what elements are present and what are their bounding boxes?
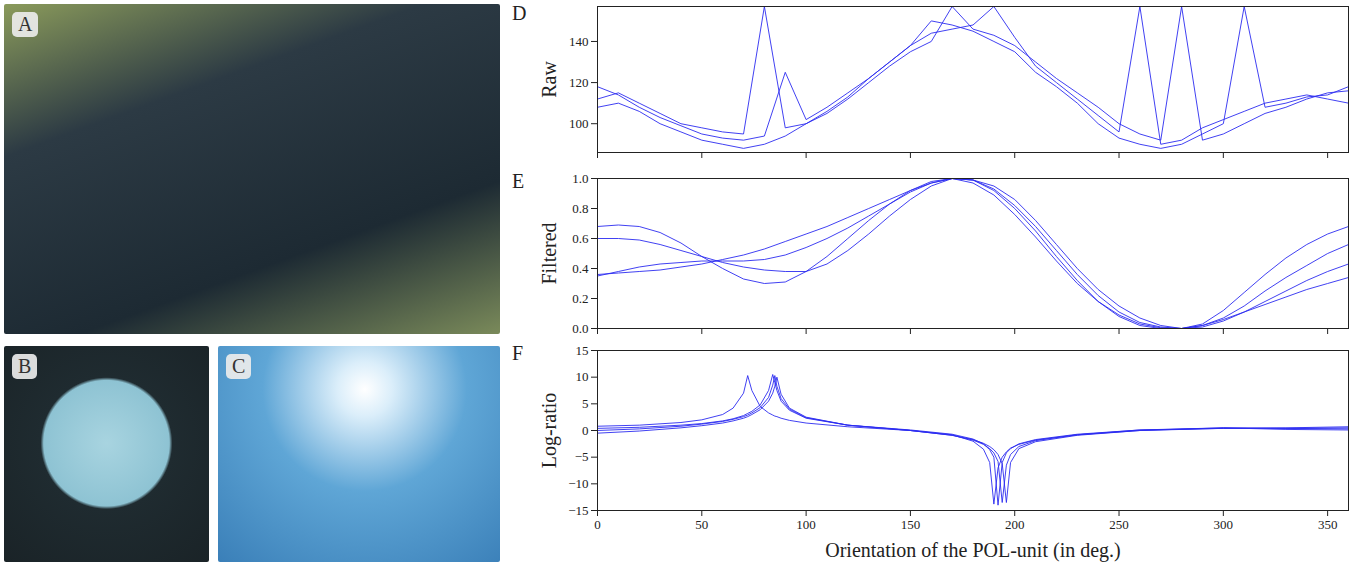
svg-text:−10: −10	[568, 476, 588, 491]
svg-text:−15: −15	[568, 503, 588, 518]
html-text:F: F	[512, 342, 524, 364]
svg-text:120: 120	[569, 75, 589, 90]
svg-text:0.6: 0.6	[572, 231, 589, 246]
svg-text:200: 200	[1005, 517, 1024, 532]
html-text:C: C	[232, 355, 246, 377]
html-text:A: A	[18, 13, 33, 35]
svg-text:250: 250	[1109, 517, 1129, 532]
svg-text:140: 140	[569, 34, 589, 49]
svg-text:Log-ratio: Log-ratio	[538, 393, 561, 469]
svg-text:5: 5	[582, 396, 589, 411]
html-text:E: E	[512, 170, 525, 192]
html-text:D: D	[512, 2, 527, 24]
svg-text:100: 100	[569, 116, 589, 131]
svg-text:−5: −5	[575, 449, 589, 464]
svg-text:350: 350	[1318, 517, 1338, 532]
svg-text:Raw: Raw	[538, 61, 560, 98]
svg-text:0.8: 0.8	[572, 201, 588, 216]
svg-text:15: 15	[576, 343, 589, 358]
svg-text:300: 300	[1214, 517, 1234, 532]
html-text:B: B	[18, 355, 32, 377]
svg-text:0: 0	[582, 423, 589, 438]
svg-text:0.4: 0.4	[572, 261, 589, 276]
svg-text:10: 10	[576, 369, 589, 384]
svg-text:50: 50	[695, 517, 708, 532]
svg-text:Filtered: Filtered	[538, 222, 560, 284]
svg-text:100: 100	[796, 517, 816, 532]
svg-text:0.2: 0.2	[572, 291, 588, 306]
svg-text:150: 150	[901, 517, 921, 532]
svg-text:Orientation of the POL-unit (i: Orientation of the POL-unit (in deg.)	[825, 539, 1121, 562]
svg-text:0.0: 0.0	[572, 321, 588, 335]
svg-text:0: 0	[594, 517, 601, 532]
svg-text:1.0: 1.0	[572, 171, 588, 186]
